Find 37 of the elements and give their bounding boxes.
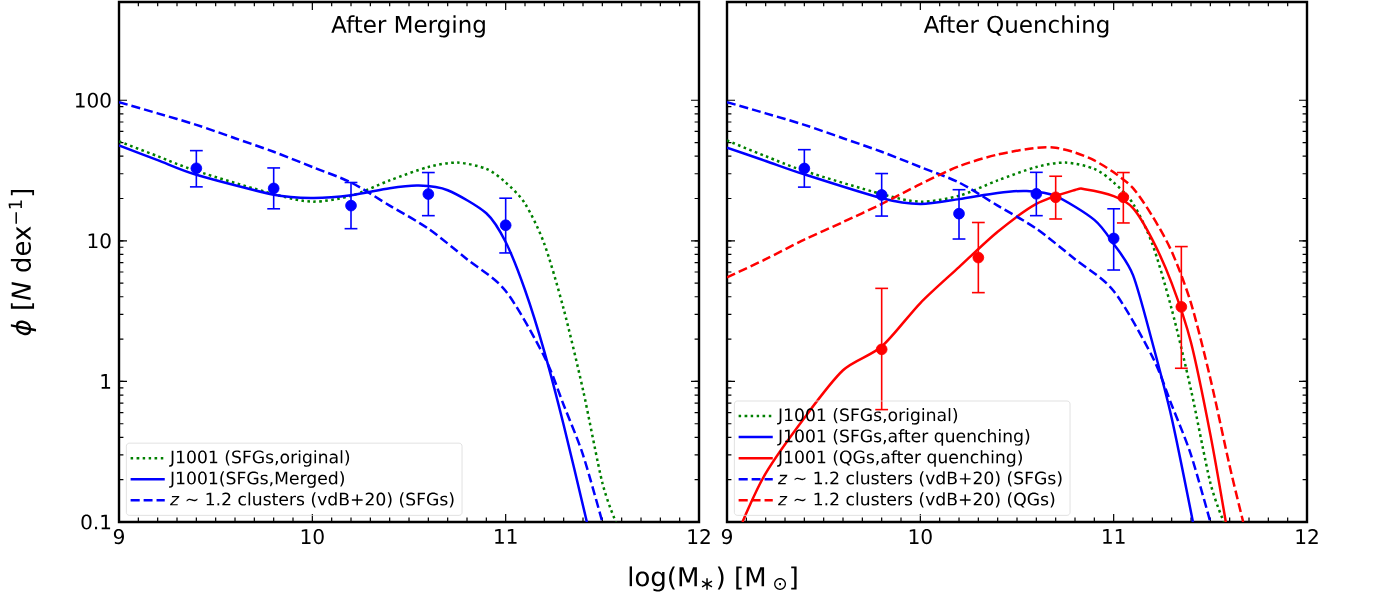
point: [190, 162, 203, 175]
text: After Merging: [331, 15, 485, 38]
x-tick-label: 12: [1296, 529, 1318, 544]
y-axis-title: ϕ [N dex$^{−1}$]: [8, 189, 37, 336]
y-tick-label: 100: [75, 92, 111, 108]
point: [972, 251, 985, 264]
x-tick-label: 10: [301, 529, 324, 545]
y-tick-label: 10: [88, 233, 111, 249]
point: [267, 182, 280, 195]
legend-label: z ∼ 1.2 clusters (vdB+20) (SFGs): [169, 492, 454, 508]
point: [422, 188, 435, 200]
legend-label: J1001(SFGs,Merged): [169, 471, 344, 488]
point: [953, 207, 965, 220]
x-axis-title: log(M$_{∗}$) [M $_{⊙}$]: [629, 566, 797, 592]
legend-label: z ∼ 1.2 clusters (vdB+20) (SFGs): [777, 471, 1062, 487]
point: [1175, 301, 1188, 313]
x-tick-label: 10: [909, 529, 932, 545]
y-tick-label: 0.1: [81, 514, 111, 530]
point: [875, 189, 888, 201]
point: [875, 343, 888, 356]
x-tick-label: 11: [1103, 529, 1125, 544]
point: [499, 219, 512, 232]
point: [345, 199, 357, 212]
legend-label: z ∼ 1.2 clusters (vdB+20) (QGs): [777, 492, 1055, 508]
legend-label: J1001 (SFGs,original): [169, 450, 350, 467]
point: [1107, 232, 1120, 245]
text: After Quenching: [923, 15, 1109, 38]
legend-label: J1001 (QGs,after quenching): [777, 450, 1022, 467]
x-tick-label: 11: [495, 529, 517, 544]
x-tick-label: 9: [113, 529, 124, 545]
y-tick-label: 1: [101, 374, 111, 389]
point: [1117, 191, 1130, 204]
x-tick-label: 12: [688, 529, 710, 544]
x-tick-label: 9: [721, 529, 732, 545]
point: [1049, 191, 1062, 204]
point: [1030, 188, 1043, 200]
point: [798, 162, 811, 175]
